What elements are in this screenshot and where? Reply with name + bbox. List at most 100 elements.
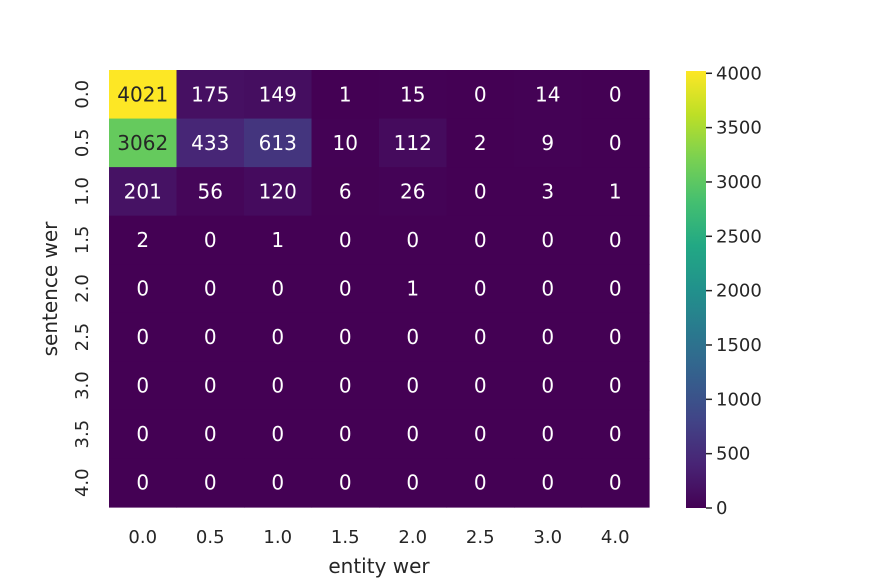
cell-value-label: 2 bbox=[474, 131, 487, 155]
heatmap-cell bbox=[514, 118, 583, 168]
colorbar-tick-label: 1000 bbox=[716, 389, 762, 410]
cell-value-label: 0 bbox=[271, 325, 284, 349]
heatmap-cell bbox=[311, 215, 380, 265]
heatmap-cell bbox=[176, 458, 245, 508]
heatmap-cells bbox=[109, 70, 650, 508]
heatmap-cell bbox=[379, 118, 448, 168]
heatmap-cell bbox=[109, 264, 178, 314]
heatmap-cell bbox=[176, 264, 245, 314]
heatmap-cell bbox=[446, 361, 515, 411]
y-tick-label: 3.0 bbox=[72, 371, 93, 400]
heatmap-cell bbox=[109, 361, 178, 411]
heatmap-cell bbox=[176, 118, 245, 168]
cell-value-label: 0 bbox=[474, 325, 487, 349]
cell-value-label: 0 bbox=[406, 471, 419, 495]
heatmap-cell bbox=[109, 70, 178, 120]
heatmap-cell bbox=[311, 70, 380, 120]
cell-value-label: 0 bbox=[541, 471, 554, 495]
cell-value-label: 0 bbox=[609, 422, 622, 446]
cell-value-label: 0 bbox=[474, 179, 487, 203]
heatmap-cell bbox=[581, 458, 650, 508]
heatmap-cell bbox=[109, 458, 178, 508]
heatmap-cell bbox=[446, 264, 515, 314]
heatmap-cell bbox=[176, 167, 245, 217]
cell-value-label: 0 bbox=[406, 325, 419, 349]
cell-value-label: 0 bbox=[406, 422, 419, 446]
heatmap-cell bbox=[244, 312, 313, 362]
x-axis-label: entity wer bbox=[328, 554, 430, 578]
heatmap-cell bbox=[581, 409, 650, 460]
heatmap-cell bbox=[244, 118, 313, 168]
heatmap-cell bbox=[514, 167, 583, 217]
cell-value-label: 0 bbox=[541, 374, 554, 398]
heatmap-cell bbox=[514, 215, 583, 265]
colorbar-ticks: 0 500 1000 1500 2000 2500 3000 3500 4000 bbox=[706, 63, 762, 519]
cell-value-label: 0 bbox=[136, 422, 149, 446]
cell-value-label: 1 bbox=[339, 82, 352, 106]
cell-value-label: 14 bbox=[535, 82, 560, 106]
cell-value-label: 0 bbox=[339, 374, 352, 398]
cell-value-label: 0 bbox=[339, 471, 352, 495]
cell-value-label: 0 bbox=[609, 82, 622, 106]
heatmap-cell bbox=[514, 458, 583, 508]
colorbar-tick-label: 3000 bbox=[716, 172, 762, 193]
heatmap-cell bbox=[379, 70, 448, 120]
heatmap-cell bbox=[446, 167, 515, 217]
cell-value-label: 0 bbox=[541, 228, 554, 252]
heatmap-cell bbox=[446, 118, 515, 168]
cell-value-label: 0 bbox=[271, 277, 284, 301]
heatmap-cell bbox=[311, 458, 380, 508]
cell-value-label: 0 bbox=[474, 277, 487, 301]
cell-value-label: 0 bbox=[541, 325, 554, 349]
x-tick-label: 0.0 bbox=[128, 527, 157, 548]
cell-value-label: 0 bbox=[271, 374, 284, 398]
cell-value-label: 0 bbox=[609, 228, 622, 252]
heatmap-cell bbox=[581, 264, 650, 314]
cell-value-label: 0 bbox=[474, 82, 487, 106]
heatmap-cell bbox=[176, 361, 245, 411]
heatmap-cell bbox=[446, 458, 515, 508]
colorbar bbox=[686, 71, 706, 508]
cell-value-label: 0 bbox=[271, 422, 284, 446]
cell-value-label: 0 bbox=[609, 471, 622, 495]
heatmap-cell bbox=[244, 215, 313, 265]
heatmap-cell bbox=[244, 361, 313, 411]
y-tick-label: 0.5 bbox=[72, 129, 93, 158]
cell-value-label: 175 bbox=[191, 82, 229, 106]
cell-value-label: 613 bbox=[259, 131, 297, 155]
cell-value-label: 0 bbox=[339, 422, 352, 446]
heatmap-cell bbox=[379, 409, 448, 460]
colorbar-tick-label: 1500 bbox=[716, 335, 762, 356]
cell-value-label: 3 bbox=[541, 179, 554, 203]
heatmap-cell bbox=[244, 458, 313, 508]
colorbar-tick-label: 0 bbox=[716, 498, 727, 519]
cell-value-label: 433 bbox=[191, 131, 229, 155]
x-tick-label: 2.0 bbox=[398, 527, 427, 548]
cell-value-label: 0 bbox=[204, 228, 217, 252]
x-tick-label: 3.0 bbox=[533, 527, 562, 548]
cell-value-label: 0 bbox=[204, 422, 217, 446]
heatmap-cell bbox=[446, 215, 515, 265]
cell-value-label: 0 bbox=[474, 422, 487, 446]
cell-value-label: 56 bbox=[198, 179, 223, 203]
heatmap-cell bbox=[244, 70, 313, 120]
heatmap-cell bbox=[514, 70, 583, 120]
cell-value-label: 10 bbox=[333, 131, 358, 155]
cell-value-label: 0 bbox=[474, 228, 487, 252]
heatmap-cell bbox=[176, 409, 245, 460]
heatmap-cell bbox=[514, 312, 583, 362]
y-tick-label: 2.0 bbox=[72, 274, 93, 303]
cell-value-label: 0 bbox=[609, 131, 622, 155]
cell-value-label: 0 bbox=[339, 228, 352, 252]
cell-value-label: 26 bbox=[400, 179, 425, 203]
cell-value-label: 0 bbox=[136, 374, 149, 398]
heatmap-cell bbox=[514, 264, 583, 314]
heatmap-cell bbox=[176, 215, 245, 265]
heatmap-cell bbox=[446, 70, 515, 120]
heatmap-cell bbox=[379, 167, 448, 217]
cell-value-label: 15 bbox=[400, 82, 425, 106]
heatmap-cell bbox=[379, 215, 448, 265]
y-tick-label: 1.5 bbox=[72, 226, 93, 255]
cell-value-label: 1 bbox=[271, 228, 284, 252]
